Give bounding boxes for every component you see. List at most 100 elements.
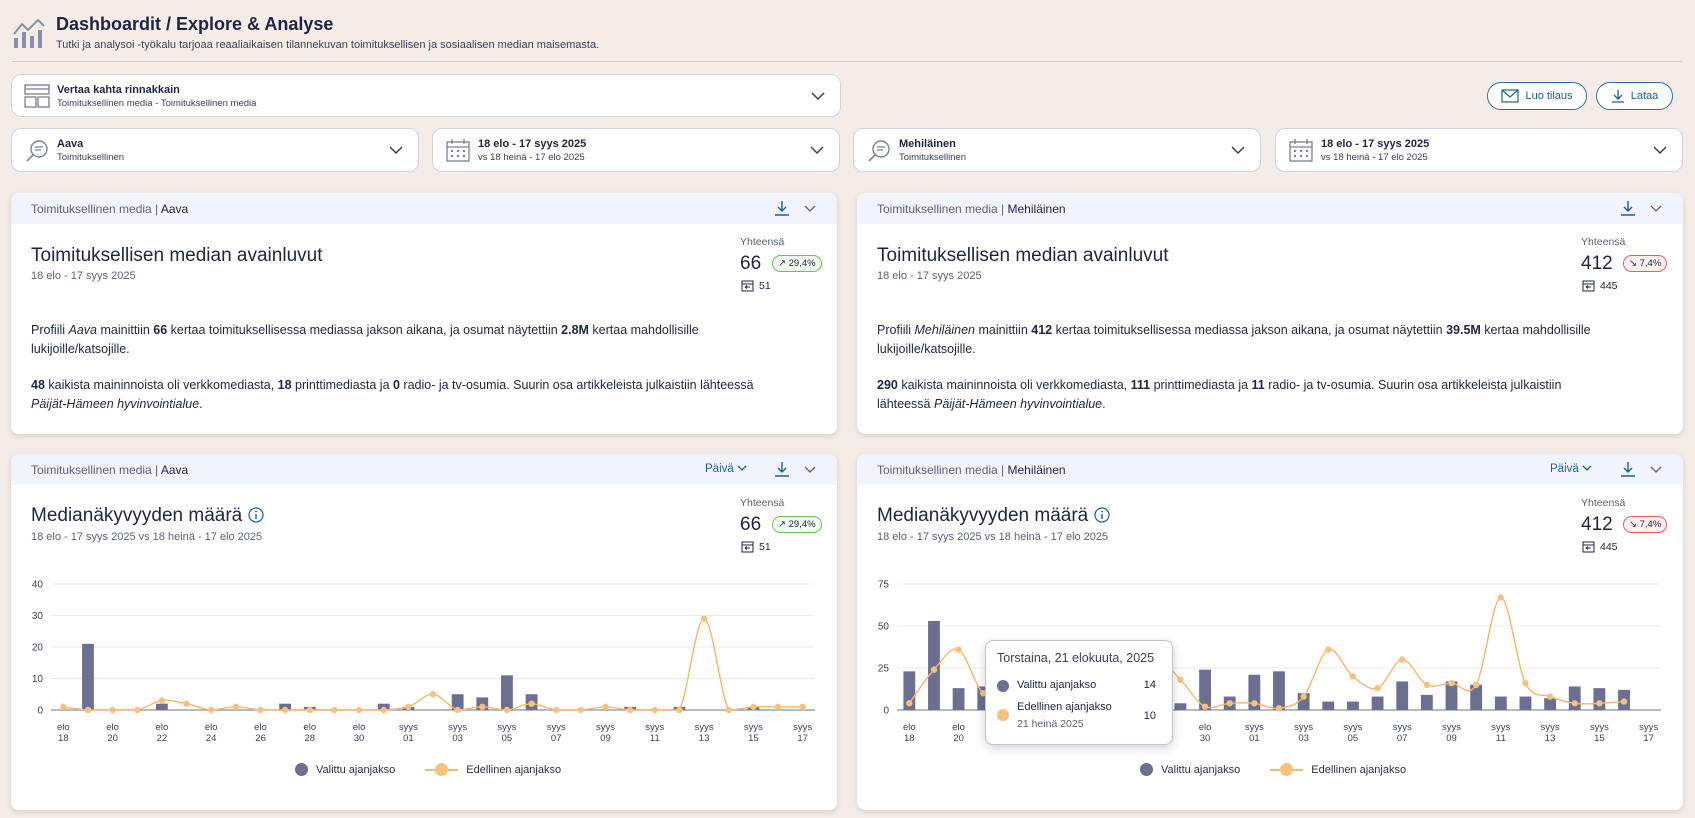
search-profile-icon: [26, 140, 48, 162]
info-icon[interactable]: [247, 507, 264, 523]
point-previous-period: [930, 666, 938, 673]
chart-tooltip: Torstaina, 21 elokuuta, 2025 Valittu aja…: [985, 640, 1173, 745]
x-tick-label-day: 20: [107, 733, 118, 744]
left-profile-select[interactable]: Aava Toimituksellinen: [11, 128, 419, 172]
x-tick-label-day: 17: [797, 733, 808, 744]
point-previous-period: [1522, 679, 1529, 687]
mention-count: 66: [153, 323, 168, 337]
card-header-prefix: Toimituksellinen media |: [877, 202, 1005, 216]
x-tick-label-day: 11: [650, 733, 660, 744]
tooltip-previous-date: 21 heinä 2025: [1017, 718, 1084, 730]
point-previous-period: [134, 706, 141, 714]
change-badge: ↗ 29,4%: [772, 255, 822, 272]
point-previous-period: [331, 706, 338, 714]
right-profile-select[interactable]: Mehiläinen Toimituksellinen: [853, 128, 1261, 172]
chevron-down-icon[interactable]: [804, 463, 816, 475]
card-header: Toimituksellinen media | Aava: [11, 454, 837, 485]
point-previous-period: [1497, 594, 1505, 601]
x-tick-label-day: 13: [699, 733, 710, 744]
download-icon[interactable]: [774, 461, 790, 477]
media-visibility-chart: 010203040elo18elo20elo22elo24elo26elo28e…: [32, 580, 815, 744]
granularity-select[interactable]: Päivä: [1550, 463, 1592, 475]
download-button[interactable]: Lataa: [1596, 82, 1673, 110]
card-header-profile: Aava: [160, 202, 189, 216]
kpi-paragraph-2: 290 kaikista maininnoista oli verkkomedi…: [877, 376, 1617, 414]
legend-selected-label: Valittu ajanjakso: [316, 763, 396, 776]
chevron-down-icon[interactable]: [1650, 463, 1662, 475]
point-previous-period: [980, 690, 987, 697]
bar-selected-period: [1470, 684, 1483, 710]
bar-selected-period: [903, 671, 916, 710]
left-profile-type: Toimituksellinen: [57, 152, 125, 163]
analytics-logo-icon: [13, 18, 45, 48]
x-tick-label-month: syys: [1541, 722, 1560, 733]
x-tick-label-month: elo: [254, 722, 267, 733]
bar-selected-period: [1347, 701, 1359, 710]
kpi-title: Toimituksellisen median avainluvut: [31, 245, 323, 266]
point-previous-period: [1374, 684, 1381, 692]
x-tick-label-day: 18: [58, 733, 69, 744]
chart-legend: Valittu ajanjakso Edellinen ajanjakso: [1140, 763, 1406, 776]
reach-value: 2.8M: [561, 323, 589, 337]
left-date-range-select[interactable]: 18 elo - 17 syys 2025 vs 18 heinä - 17 e…: [432, 128, 840, 172]
left-date-range: 18 elo - 17 syys 2025: [478, 138, 587, 150]
point-previous-period: [602, 703, 609, 711]
x-tick-label-month: syys: [596, 722, 615, 733]
previous-value: 445: [1600, 540, 1618, 553]
x-tick-label-day: 18: [904, 733, 915, 744]
x-tick-label-month: elo: [156, 722, 169, 733]
text: kaikista maininnoista oli verkkomediasta…: [897, 378, 1131, 392]
profile-name: Aava: [68, 323, 98, 337]
compare-mode-select[interactable]: Vertaa kahta rinnakkain Toimituksellinen…: [11, 74, 841, 117]
point-previous-period: [774, 703, 782, 711]
total-label: Yhteensä: [1581, 236, 1626, 248]
download-icon[interactable]: [774, 200, 790, 216]
change-value: 29,4%: [788, 258, 816, 269]
total-value: 412: [1581, 514, 1613, 535]
right-kpi-card: Toimituksellinen media | Mehiläinen Toim…: [857, 193, 1683, 434]
x-tick-label-month: syys: [1590, 722, 1609, 733]
x-tick-label-day: 13: [1545, 733, 1556, 744]
download-icon[interactable]: [1620, 461, 1636, 477]
card-header: Toimituksellinen media | Mehiläinen: [857, 454, 1683, 485]
print-count: 111: [1130, 378, 1151, 392]
point-previous-period: [1448, 679, 1455, 687]
create-subscription-label: Luo tilaus: [1525, 90, 1573, 102]
change-badge: ↗ 29,4%: [772, 516, 822, 533]
info-icon[interactable]: [1093, 507, 1110, 523]
chevron-down-icon: [1653, 146, 1667, 155]
chevron-down-icon[interactable]: [804, 202, 816, 214]
point-previous-period: [1226, 700, 1233, 707]
chart-legend: Valittu ajanjakso Edellinen ajanjakso: [295, 763, 561, 776]
x-tick-label-day: 22: [157, 733, 168, 744]
point-previous-period: [700, 615, 708, 622]
point-previous-period: [1399, 656, 1406, 663]
text: printtimediasta ja: [1150, 378, 1252, 392]
page-header: Dashboardit / Explore & Analyse Tutki ja…: [12, 12, 1682, 62]
legend-previous-label: Edellinen ajanjakso: [466, 763, 562, 776]
download-icon[interactable]: [1620, 200, 1636, 216]
point-previous-period: [676, 706, 683, 714]
bar-selected-period: [155, 703, 168, 710]
mention-count: 412: [1031, 323, 1053, 337]
point-previous-period: [1423, 681, 1431, 688]
previous-value: 445: [1600, 279, 1618, 292]
point-previous-period: [183, 700, 190, 707]
card-header: Toimituksellinen media | Aava: [11, 193, 837, 224]
point-previous-period: [1349, 673, 1357, 680]
right-date-range: 18 elo - 17 syys 2025: [1321, 138, 1430, 150]
point-previous-period: [750, 703, 757, 711]
x-tick-label-month: elo: [106, 722, 119, 733]
right-date-range-select[interactable]: 18 elo - 17 syys 2025 vs 18 heinä - 17 e…: [1275, 128, 1683, 172]
point-previous-period: [1472, 681, 1480, 688]
y-tick-label: 30: [32, 611, 44, 622]
x-tick-label-day: 05: [502, 733, 513, 744]
create-subscription-button[interactable]: Luo tilaus: [1487, 82, 1587, 110]
previous-total: 445: [1582, 279, 1618, 292]
card-header-profile: Aava: [160, 463, 189, 477]
previous-total: 51: [741, 279, 771, 292]
chevron-down-icon[interactable]: [1650, 202, 1662, 214]
y-tick-label: 75: [878, 580, 890, 591]
text: kaikista maininnoista oli verkkomediasta…: [44, 378, 278, 392]
granularity-select[interactable]: Päivä: [705, 463, 747, 475]
